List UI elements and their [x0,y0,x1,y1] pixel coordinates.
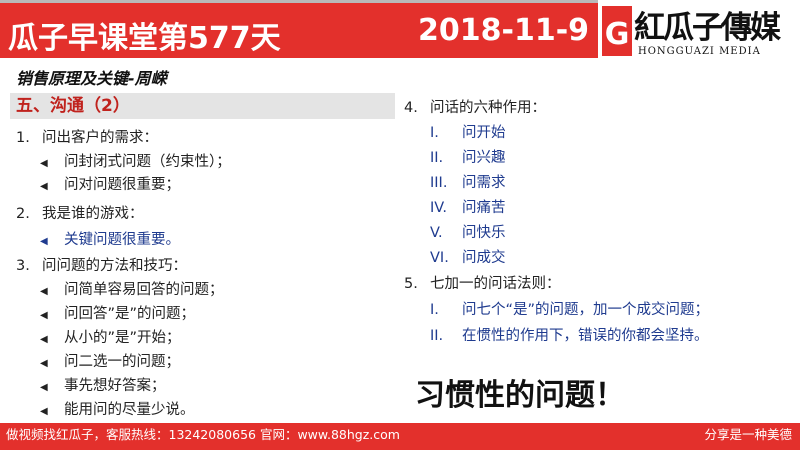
item-text: 七加一的问话法则： [430,276,561,292]
item-number: 3. [16,258,30,274]
logo-letter: G [602,6,632,56]
sub-item-text: 问对问题很重要； [64,177,180,193]
sub-item-text: 问快乐 [462,225,506,241]
subtitle: 销售原理及关键-周嵘 [16,69,167,88]
sub-list-item: I. 问开始 [430,121,506,142]
bullet-triangle-icon: ◀ [40,158,48,169]
sub-list-item: V. 问快乐 [430,221,506,242]
sub-item-text: 关键问题很重要。 [64,232,180,248]
list-item: 2. 我是谁的游戏： [16,202,144,223]
callout: 习惯性的问题！ [415,378,625,413]
sub-list-item: ◀ 问封闭式问题（约束性）； [40,150,231,171]
bullet-triangle-icon: ◀ [40,286,48,297]
sub-list-item: IV. 问痛苦 [430,196,506,217]
sub-list-item: II. 在惯性的作用下，错误的你都会坚持。 [430,324,709,345]
list-item: 1. 问出客户的需求： [16,126,158,147]
list-item: 4. 问话的六种作用： [404,96,546,117]
sub-list-item: III. 问需求 [430,171,506,192]
sub-item-text: 能用问的尽量少说。 [64,402,195,418]
footer-bar: 做视频找红瓜子，客服热线：13242080656 官网：www.88hgz.co… [0,423,800,450]
logo-name: 紅瓜子傳媒 [634,10,781,46]
item-number: 5. [404,276,418,292]
bullet-triangle-icon: ◀ [40,406,48,417]
logo: G 紅瓜子傳媒 HONGGUAZI MEDIA [602,0,800,60]
sub-item-text: 问回答”是”的问题； [64,306,196,322]
roman-numeral: IV. [430,200,447,216]
sub-item-text: 问开始 [462,125,506,141]
header-title: 瓜子早课堂第577天 [8,21,281,56]
sub-item-text: 问兴趣 [462,150,506,166]
sub-list-item: ◀ 事先想好答案； [40,374,166,395]
item-text: 问话的六种作用： [430,100,546,116]
bullet-triangle-icon: ◀ [40,358,48,369]
logo-en: HONGGUAZI MEDIA [638,46,761,57]
sub-item-text: 在惯性的作用下，错误的你都会坚持。 [462,328,709,344]
item-text: 问问题的方法和技巧： [42,258,187,274]
item-text: 问出客户的需求： [42,130,158,146]
sub-item-text: 问二选一的问题； [64,354,180,370]
sub-item-text: 问成交 [462,250,506,266]
header-date: 2018-11-9 [418,13,590,48]
bullet-triangle-icon: ◀ [40,236,48,247]
item-text: 我是谁的游戏： [42,206,144,222]
roman-numeral: III. [430,175,448,191]
roman-numeral: II. [430,150,444,166]
bullet-triangle-icon: ◀ [40,181,48,192]
roman-numeral: VI. [430,250,449,266]
header-bar: 瓜子早课堂第577天 2018-11-9 [0,0,598,58]
item-number: 1. [16,130,30,146]
sub-list-item: ◀ 关键问题很重要。 [40,228,180,249]
roman-numeral: V. [430,225,443,241]
footer-slogan: 分享是一种美德 [704,427,792,442]
sub-item-text: 问简单容易回答的问题； [64,282,224,298]
sub-item-text: 事先想好答案； [64,378,166,394]
bullet-triangle-icon: ◀ [40,334,48,345]
sub-list-item: ◀ 问回答”是”的问题； [40,302,195,323]
sub-item-text: 问七个“是”的问题，加一个成交问题； [462,302,710,318]
sub-list-item: ◀ 从小的”是”开始； [40,326,181,347]
sub-list-item: ◀ 问简单容易回答的问题； [40,278,224,299]
list-item: 3. 问问题的方法和技巧： [16,254,187,275]
section-heading: 五、沟通（2） [10,93,395,119]
sub-item-text: 问痛苦 [462,200,506,216]
sub-list-item: I. 问七个“是”的问题，加一个成交问题； [430,298,709,319]
roman-numeral: I. [430,125,439,141]
sub-list-item: II. 问兴趣 [430,146,506,167]
sub-list-item: ◀ 问对问题很重要； [40,173,180,194]
list-item: 5. 七加一的问话法则： [404,272,561,293]
sub-item-text: 问需求 [462,175,506,191]
bullet-triangle-icon: ◀ [40,310,48,321]
sub-list-item: VI. 问成交 [430,246,506,267]
sub-list-item: ◀ 能用问的尽量少说。 [40,398,195,419]
sub-item-text: 问封闭式问题（约束性）； [64,154,231,170]
bullet-triangle-icon: ◀ [40,382,48,393]
roman-numeral: II. [430,328,444,344]
item-number: 2. [16,206,30,222]
footer-contact: 做视频找红瓜子，客服热线：13242080656 官网：www.88hgz.co… [6,427,400,442]
sub-item-text: 从小的”是”开始； [64,330,181,346]
roman-numeral: I. [430,302,439,318]
sub-list-item: ◀ 问二选一的问题； [40,350,180,371]
item-number: 4. [404,100,418,116]
